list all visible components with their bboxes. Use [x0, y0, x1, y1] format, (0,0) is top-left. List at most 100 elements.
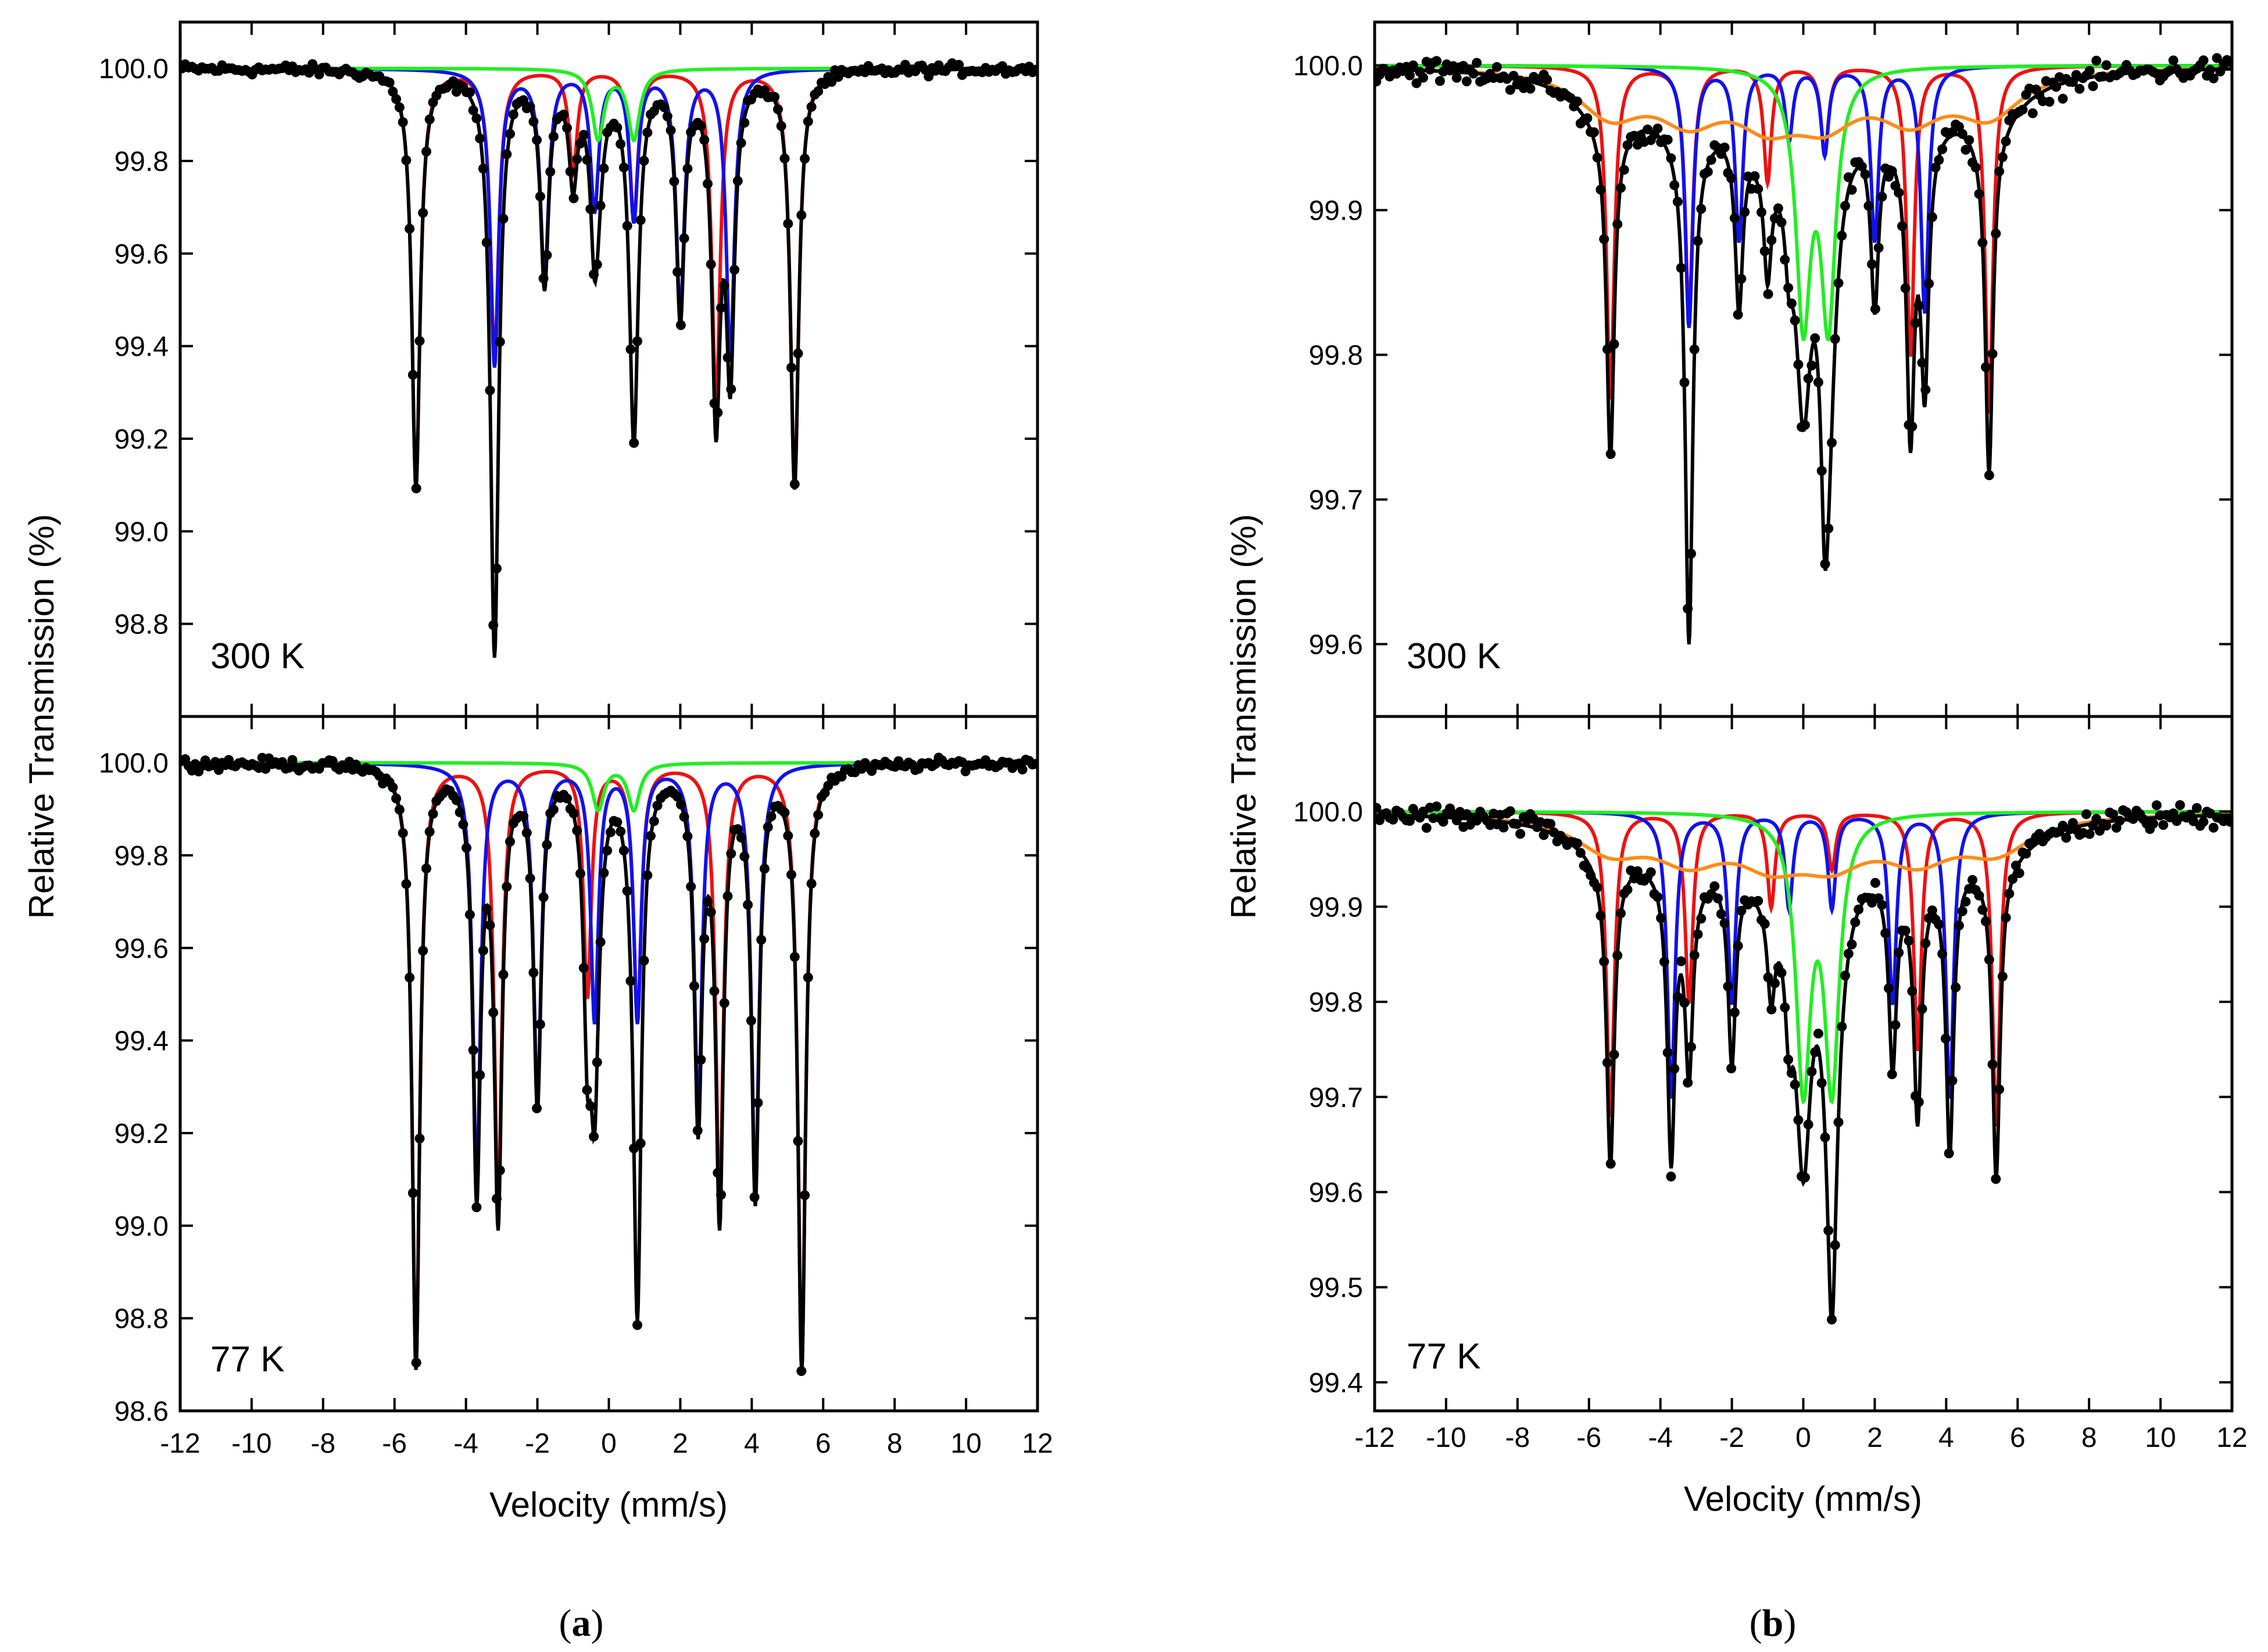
- data-point: [666, 125, 676, 135]
- data-point: [1411, 78, 1422, 88]
- data-point: [1596, 911, 1606, 921]
- data-point: [1897, 221, 1907, 231]
- data-point: [1491, 62, 1502, 72]
- data-point: [568, 808, 579, 819]
- data-point: [1860, 169, 1870, 180]
- data-point: [672, 267, 683, 277]
- data-point: [1850, 917, 1861, 927]
- data-point: [1920, 385, 1931, 395]
- data-point: [1666, 153, 1676, 163]
- data-point: [1776, 217, 1787, 228]
- data-point: [1017, 764, 1028, 775]
- data-point: [535, 191, 545, 202]
- data-point: [759, 863, 770, 874]
- data-point: [719, 998, 729, 1008]
- data-point: [1609, 339, 1619, 349]
- series-sextet-1: [1375, 64, 2232, 414]
- data-point: [682, 831, 693, 841]
- caption-a: (a): [559, 1602, 604, 1644]
- data-point: [749, 1192, 760, 1202]
- data-point: [1997, 972, 2008, 981]
- data-point: [1723, 981, 1733, 991]
- data-point: [689, 981, 699, 991]
- data-point: [421, 146, 431, 157]
- data-point: [578, 963, 589, 973]
- data-point: [1854, 904, 1864, 915]
- data-point: [589, 1131, 599, 1142]
- data-point: [1515, 829, 1526, 839]
- data-point: [575, 138, 585, 149]
- data-point: [475, 1070, 485, 1080]
- data-point: [1763, 289, 1773, 299]
- data-point: [1873, 243, 1884, 253]
- data-point: [1877, 900, 1887, 910]
- data-point: [478, 163, 488, 174]
- data-point: [1780, 1002, 1790, 1013]
- data-point: [1984, 470, 1994, 481]
- data-point: [1432, 56, 1442, 66]
- data-point: [532, 1103, 542, 1113]
- x-tick-label: 4: [744, 1428, 760, 1459]
- panel-b-77k-plot: [1375, 800, 2232, 1325]
- data-point: [418, 207, 428, 218]
- data-point: [1706, 155, 1716, 165]
- data-point: [1934, 919, 1944, 930]
- series-sextet-2: [180, 67, 1038, 368]
- data-point: [458, 819, 468, 830]
- data-point: [468, 1045, 478, 1055]
- data-point: [495, 1165, 505, 1176]
- data-point: [1997, 152, 2008, 162]
- data-point: [2008, 874, 2018, 884]
- data-point: [398, 828, 408, 838]
- data-point: [1736, 274, 1747, 284]
- data-point: [2108, 809, 2118, 819]
- data-point: [585, 1101, 596, 1111]
- data-point: [612, 123, 623, 133]
- data-point: [401, 155, 412, 166]
- data-point: [632, 1320, 642, 1330]
- data-point: [1823, 524, 1834, 533]
- data-point: [622, 886, 632, 896]
- panel-a-77k-y-axis: 98.6 98.8 99.0 99.2 99.4 99.6 99.8 100.0: [99, 748, 1038, 1427]
- data-point: [548, 131, 559, 142]
- data-point: [468, 105, 478, 116]
- y-tick-label: 99.4: [1309, 1368, 1363, 1399]
- data-point: [592, 1057, 602, 1067]
- data-point: [789, 952, 800, 962]
- data-point: [421, 863, 431, 874]
- data-point: [632, 336, 642, 346]
- data-point: [1917, 1004, 1927, 1014]
- data-point: [1806, 1066, 1817, 1077]
- data-point: [1726, 1063, 1737, 1074]
- data-point: [1803, 373, 1813, 384]
- data-point: [1803, 1119, 1813, 1130]
- y-tick-label: 99.4: [115, 332, 169, 363]
- data-point: [492, 563, 502, 574]
- data-point: [1572, 838, 1583, 848]
- data-point: [1616, 908, 1626, 919]
- data-point: [2058, 94, 2068, 104]
- data-point: [1729, 213, 1740, 223]
- data-point: [2027, 108, 2038, 119]
- data-point: [488, 620, 499, 630]
- data-point: [1451, 73, 1462, 83]
- data-point: [1763, 972, 1773, 983]
- data-point: [1820, 1132, 1830, 1142]
- figure-b-x-title: Velocity (mm/s): [1684, 1479, 1922, 1518]
- data-point: [2168, 808, 2178, 819]
- data-point: [528, 967, 539, 978]
- data-point: [1974, 890, 1984, 901]
- data-point: [1405, 70, 1415, 81]
- data-point: [1652, 892, 1663, 902]
- data-point: [599, 163, 609, 174]
- data-point: [773, 104, 783, 114]
- data-point: [1780, 255, 1790, 265]
- data-point: [618, 845, 629, 856]
- data-point: [464, 87, 475, 98]
- data-point: [2208, 73, 2219, 84]
- data-point: [629, 438, 639, 448]
- data-point: [1666, 1171, 1676, 1182]
- data-point: [743, 900, 753, 910]
- data-point: [736, 832, 746, 843]
- data-point: [1907, 986, 1918, 997]
